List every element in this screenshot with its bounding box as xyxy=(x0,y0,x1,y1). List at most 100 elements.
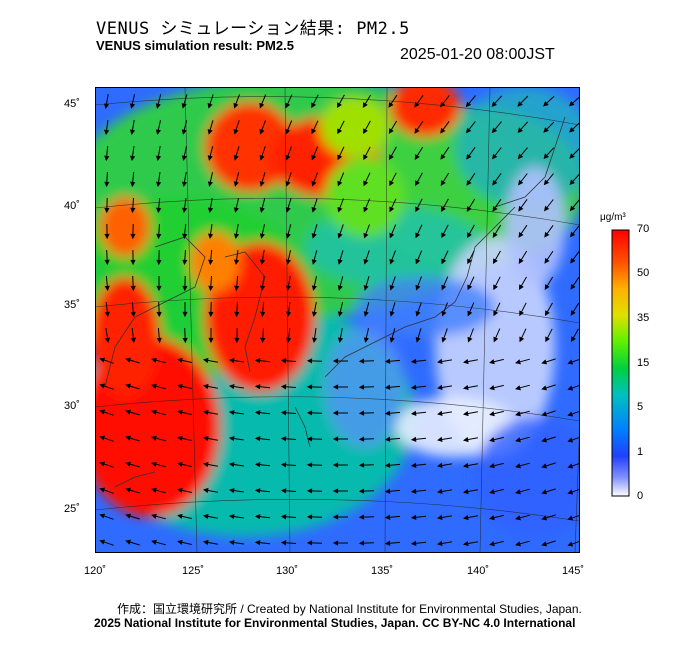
wind-arrowhead xyxy=(306,410,313,416)
wind-arrowhead xyxy=(130,337,136,344)
wind-arrowhead xyxy=(462,437,469,443)
wind-arrowhead xyxy=(233,207,239,213)
wind-arrowhead xyxy=(544,310,550,317)
wind-arrowhead xyxy=(518,205,524,212)
wind-arrowhead xyxy=(99,357,106,363)
wind-arrowhead xyxy=(285,207,291,213)
wind-arrowhead xyxy=(233,259,240,265)
wind-arrowhead xyxy=(544,284,550,290)
wind-arrowhead xyxy=(177,383,183,389)
wind-arrowhead xyxy=(569,127,575,133)
colorbar-unit: μg/m³ xyxy=(600,212,626,223)
wind-arrowhead xyxy=(541,385,548,391)
wind-arrowhead xyxy=(462,359,469,365)
wind-arrowhead xyxy=(515,385,521,391)
wind-arrowhead xyxy=(337,206,343,213)
wind-arrowhead xyxy=(332,410,339,416)
wind-arrowhead xyxy=(518,231,524,238)
wind-arrowhead xyxy=(515,411,521,417)
wind-arrowhead xyxy=(415,232,421,239)
wind-arrowhead xyxy=(254,514,261,520)
wind-arrowhead xyxy=(280,436,287,442)
wind-arrowhead xyxy=(465,101,472,108)
wind-arrowhead xyxy=(181,181,188,187)
wind-arrowhead xyxy=(384,462,391,468)
wind-arrowhead xyxy=(363,311,369,317)
wind-arrowhead xyxy=(306,540,313,546)
wind-arrowhead xyxy=(466,206,472,212)
wind-arrowhead xyxy=(182,337,188,344)
wind-arrowhead xyxy=(410,436,417,442)
wind-arrowhead xyxy=(492,206,498,212)
wind-arrowhead xyxy=(151,435,157,441)
wind-arrowhead xyxy=(104,207,110,214)
wind-arrowhead xyxy=(125,461,131,467)
wind-arrowhead xyxy=(363,154,368,161)
wind-arrowhead xyxy=(541,437,548,443)
wind-arrowhead xyxy=(260,337,266,344)
wind-arrowhead xyxy=(337,285,343,291)
wind-arrowhead xyxy=(285,285,292,291)
wind-arrowhead xyxy=(203,539,209,546)
wind-arrowhead xyxy=(518,179,524,186)
wind-arrowhead xyxy=(311,206,317,213)
wind-arrowhead xyxy=(259,285,266,291)
wind-arrowhead xyxy=(441,284,447,291)
wind-arrowhead xyxy=(259,154,265,161)
wind-arrowhead xyxy=(337,337,344,343)
wind-arrowhead xyxy=(203,357,209,364)
wind-arrowhead xyxy=(130,285,136,292)
wind-arrowhead xyxy=(462,489,469,495)
colorbar xyxy=(611,229,630,497)
wind-arrowhead xyxy=(208,259,214,266)
wind-arrowhead xyxy=(437,514,443,521)
lat-label-25: 25˚ xyxy=(64,503,80,515)
wind-arrowhead xyxy=(567,515,574,521)
wind-arrowhead xyxy=(491,101,497,108)
wind-arrowhead xyxy=(541,411,548,417)
wind-arrowhead xyxy=(491,127,498,134)
wind-arrowhead xyxy=(440,154,446,160)
wind-arrowhead xyxy=(384,384,391,390)
wind-arrowhead xyxy=(518,258,524,264)
wind-arrowhead xyxy=(311,259,317,265)
wind-arrowhead xyxy=(280,358,287,364)
title-english: VENUS simulation result: PM2.5 xyxy=(96,38,294,53)
wind-arrowhead xyxy=(208,337,214,344)
wind-arrowhead xyxy=(104,337,111,343)
colorbar-tick-5: 5 xyxy=(637,401,644,413)
wind-arrowhead xyxy=(306,488,313,494)
wind-arrowhead xyxy=(285,259,291,265)
wind-arrowhead xyxy=(437,384,443,391)
wind-arrowhead xyxy=(233,233,240,239)
wind-arrowhead xyxy=(229,539,235,546)
wind-arrowhead xyxy=(441,336,447,343)
colorbar-tick-15: 15 xyxy=(637,357,650,369)
wind-arrowhead xyxy=(567,385,574,391)
wind-arrowhead xyxy=(99,513,106,519)
wind-arrowhead xyxy=(181,103,187,109)
wind-arrowhead xyxy=(543,153,549,160)
wind-arrowhead xyxy=(280,488,287,494)
wind-arrowhead xyxy=(389,337,395,343)
wind-arrowhead xyxy=(337,128,343,135)
wind-arrowhead xyxy=(177,513,183,519)
wind-arrowhead xyxy=(337,154,343,161)
wind-arrowhead xyxy=(414,101,420,108)
wind-arrowhead xyxy=(182,311,188,318)
wind-arrowhead xyxy=(156,207,162,214)
wind-arrowhead xyxy=(492,153,498,160)
wind-arrowhead xyxy=(306,436,313,442)
wind-arrowhead xyxy=(517,101,523,107)
wind-arrowhead xyxy=(415,337,421,343)
wind-arrowhead xyxy=(363,258,369,265)
wind-arrowhead xyxy=(259,102,265,109)
wind-arrowhead xyxy=(515,541,521,547)
wind-arrowhead xyxy=(489,463,495,469)
wind-arrowhead xyxy=(489,489,495,495)
wind-arrowhead xyxy=(518,284,524,291)
lon-label-120: 120˚ xyxy=(84,565,107,577)
wind-arrowhead xyxy=(541,463,548,469)
wind-arrowhead xyxy=(363,180,369,187)
wind-arrowhead xyxy=(229,461,235,468)
